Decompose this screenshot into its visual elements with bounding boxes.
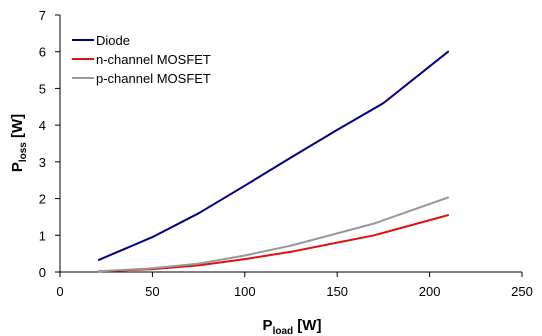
y-tick-label: 3 [39,155,46,170]
y-axis-title: Ploss [W] [9,114,29,172]
x-axis-title: Pload [W] [263,317,322,336]
y-tick-label: 0 [39,265,46,280]
x-tick-label: 50 [145,284,159,299]
y-tick-label: 7 [39,8,46,23]
legend-label-3: p-channel MOSFET [96,71,211,86]
y-tick-label: 1 [39,228,46,243]
series-line-2 [97,214,450,273]
plot-area: 0 50 100 150 200 250 0 1 2 3 4 5 6 7 [39,8,533,299]
y-tick-label: 4 [39,118,46,133]
legend-label-2: n-channel MOSFET [96,52,211,67]
x-tick-label: 200 [419,284,441,299]
y-tick-label: 6 [39,45,46,60]
legend-label-1: Diode [96,33,130,48]
legend: Diode n-channel MOSFET p-channel MOSFET [72,33,211,86]
x-tick-label: 150 [326,284,348,299]
series-line-1 [97,50,450,261]
x-tick-label: 0 [56,284,63,299]
x-tick-label: 100 [234,284,256,299]
x-tick-label: 250 [511,284,533,299]
series-line-3 [97,196,450,273]
y-tick-label: 2 [39,192,46,207]
y-tick-label: 5 [39,81,46,96]
